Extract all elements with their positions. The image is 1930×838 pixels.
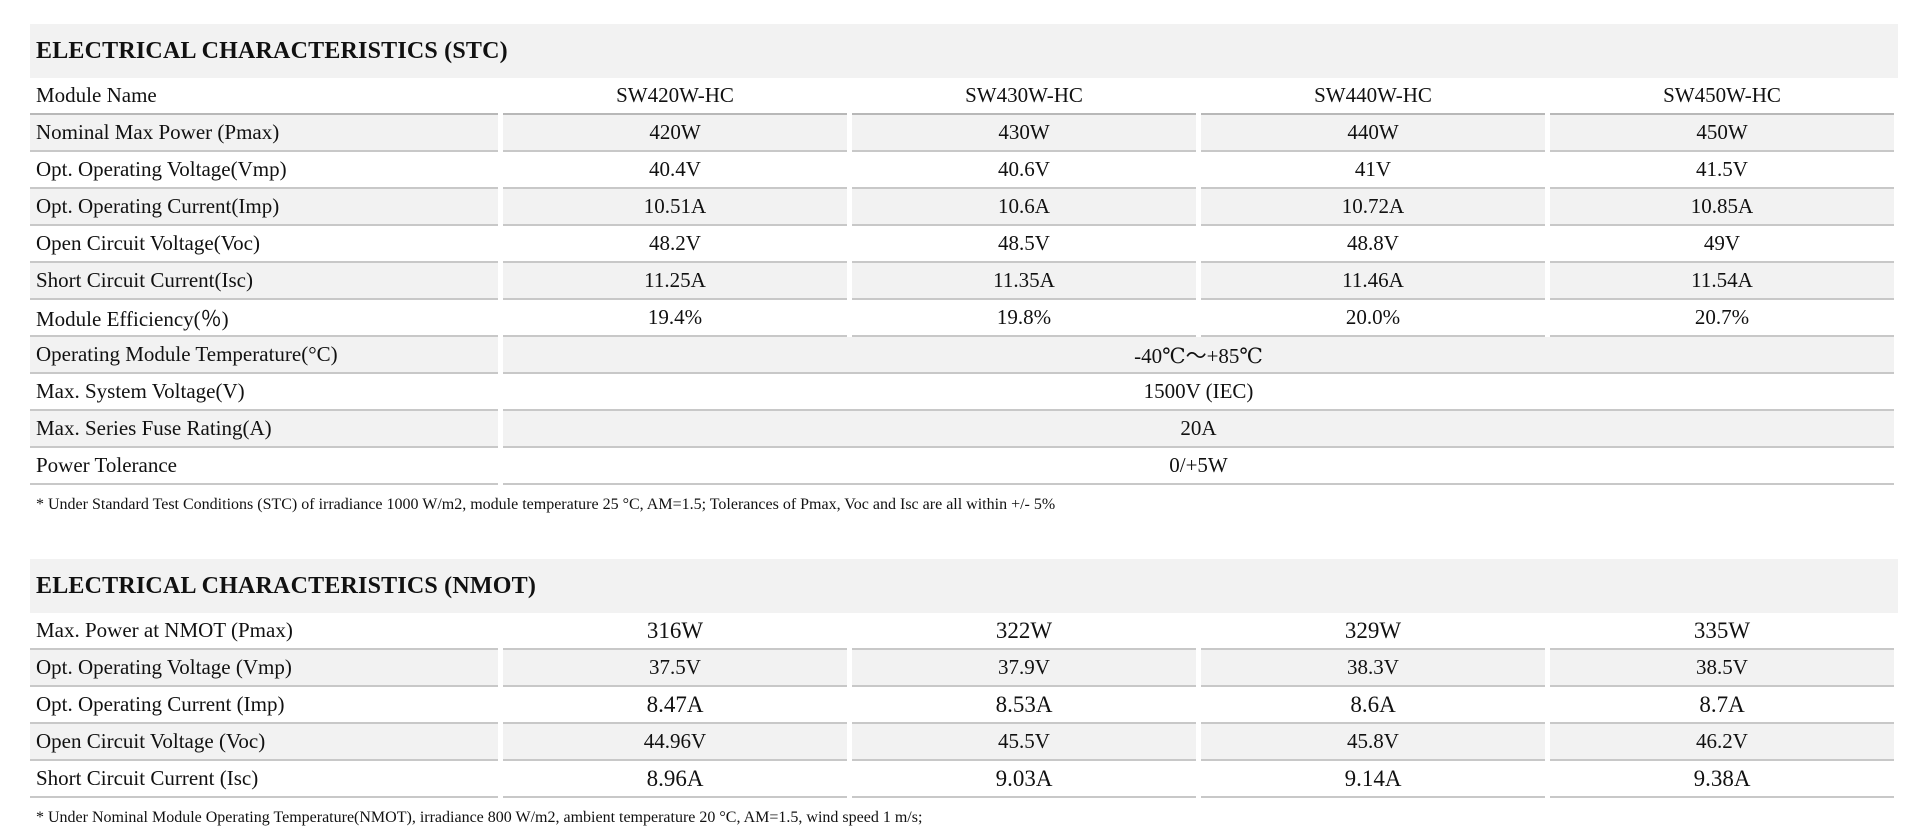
table-cell: 335W (1550, 613, 1894, 650)
table-row: Opt. Operating Voltage (Vmp) 37.5V 37.9V… (30, 650, 1898, 687)
table-row: Nominal Max Power (Pmax) 420W 430W 440W … (30, 115, 1898, 152)
table-cell: 329W (1201, 613, 1545, 650)
table-cell: 8.7A (1550, 687, 1894, 724)
row-label: Module Efficiency(％) (30, 300, 498, 337)
table-cell: 48.8V (1201, 226, 1545, 263)
table-cell: 41.5V (1550, 152, 1894, 189)
table-cell: 10.85A (1550, 189, 1894, 226)
table-row: Opt. Operating Current(Imp) 10.51A 10.6A… (30, 189, 1898, 226)
table-cell: 40.4V (503, 152, 847, 189)
table-cell: 9.38A (1550, 761, 1894, 798)
table-cell: 11.46A (1201, 263, 1545, 300)
spanned-cell: 1500V (IEC) (503, 374, 1894, 411)
table-row: Short Circuit Current (Isc) 8.96A 9.03A … (30, 761, 1898, 798)
row-label: Nominal Max Power (Pmax) (30, 115, 498, 152)
row-label: Max. Series Fuse Rating(A) (30, 411, 498, 448)
table-cell: 9.14A (1201, 761, 1545, 798)
row-label: Opt. Operating Voltage (Vmp) (30, 650, 498, 687)
table-cell: 316W (503, 613, 847, 650)
table-row: Open Circuit Voltage(Voc) 48.2V 48.5V 48… (30, 226, 1898, 263)
table-row: Power Tolerance 0/+5W (30, 448, 1898, 485)
table-cell: 10.51A (503, 189, 847, 226)
table-cell: 20.7% (1550, 300, 1894, 337)
row-label: Opt. Operating Current(Imp) (30, 189, 498, 226)
table-cell: 46.2V (1550, 724, 1894, 761)
table-cell: 19.8% (852, 300, 1196, 337)
table-cell: 9.03A (852, 761, 1196, 798)
table-cell: 440W (1201, 115, 1545, 152)
row-label: Power Tolerance (30, 448, 498, 485)
table-cell: 45.5V (852, 724, 1196, 761)
table-cell: 48.2V (503, 226, 847, 263)
nmot-footnote: * Under Nominal Module Operating Tempera… (36, 809, 923, 826)
model-name: SW440W-HC (1201, 78, 1545, 115)
row-label: Module Name (30, 78, 498, 115)
table-row: Opt. Operating Current (Imp) 8.47A 8.53A… (30, 687, 1898, 724)
model-name: SW420W-HC (503, 78, 847, 115)
spanned-cell: 0/+5W (503, 448, 1894, 485)
table-cell: 20.0% (1201, 300, 1545, 337)
table-cell: 420W (503, 115, 847, 152)
table-cell: 37.9V (852, 650, 1196, 687)
nmot-title: ELECTRICAL CHARACTERISTICS (NMOT) (30, 559, 1898, 613)
table-row: Module Efficiency(％) 19.4% 19.8% 20.0% 2… (30, 300, 1898, 337)
table-cell: 8.96A (503, 761, 847, 798)
table-cell: 450W (1550, 115, 1894, 152)
row-label: Open Circuit Voltage(Voc) (30, 226, 498, 263)
table-cell: 40.6V (852, 152, 1196, 189)
stc-section: ELECTRICAL CHARACTERISTICS (STC) Module … (30, 24, 1898, 525)
table-cell: 48.5V (852, 226, 1196, 263)
table-cell: 45.8V (1201, 724, 1545, 761)
table-cell: 322W (852, 613, 1196, 650)
row-label: Opt. Operating Voltage(Vmp) (30, 152, 498, 189)
table-row: Max. System Voltage(V) 1500V (IEC) (30, 374, 1898, 411)
table-cell: 11.25A (503, 263, 847, 300)
table-cell: 11.35A (852, 263, 1196, 300)
table-cell: 44.96V (503, 724, 847, 761)
table-cell: 430W (852, 115, 1196, 152)
model-name: SW450W-HC (1550, 78, 1894, 115)
row-label: Operating Module Temperature(°C) (30, 337, 498, 374)
table-cell: 10.72A (1201, 189, 1545, 226)
stc-footnote: * Under Standard Test Conditions (STC) o… (36, 496, 1056, 513)
stc-title: ELECTRICAL CHARACTERISTICS (STC) (30, 24, 1898, 78)
nmot-section: ELECTRICAL CHARACTERISTICS (NMOT) Max. P… (30, 559, 1898, 838)
table-cell: 11.54A (1550, 263, 1894, 300)
module-name-row: Module Name SW420W-HC SW430W-HC SW440W-H… (30, 78, 1898, 115)
table-cell: 8.53A (852, 687, 1196, 724)
table-cell: 19.4% (503, 300, 847, 337)
row-label: Max. System Voltage(V) (30, 374, 498, 411)
table-row: Short Circuit Current(Isc) 11.25A 11.35A… (30, 263, 1898, 300)
model-name: SW430W-HC (852, 78, 1196, 115)
table-row: Opt. Operating Voltage(Vmp) 40.4V 40.6V … (30, 152, 1898, 189)
table-row: Max. Series Fuse Rating(A) 20A (30, 411, 1898, 448)
table-cell: 38.5V (1550, 650, 1894, 687)
table-row: Open Circuit Voltage (Voc) 44.96V 45.5V … (30, 724, 1898, 761)
table-cell: 41V (1201, 152, 1545, 189)
table-cell: 49V (1550, 226, 1894, 263)
row-label: Short Circuit Current (Isc) (30, 761, 498, 798)
table-cell: 38.3V (1201, 650, 1545, 687)
table-row: Max. Power at NMOT (Pmax) 316W 322W 329W… (30, 613, 1898, 650)
row-label: Max. Power at NMOT (Pmax) (30, 613, 498, 650)
row-label: Opt. Operating Current (Imp) (30, 687, 498, 724)
table-cell: 10.6A (852, 189, 1196, 226)
spanned-cell: 20A (503, 411, 1894, 448)
spanned-cell: -40℃～+85℃ (503, 337, 1894, 374)
row-label: Short Circuit Current(Isc) (30, 263, 498, 300)
table-cell: 37.5V (503, 650, 847, 687)
table-cell: 8.47A (503, 687, 847, 724)
table-row: Operating Module Temperature(°C) -40℃～+8… (30, 337, 1898, 374)
row-label: Open Circuit Voltage (Voc) (30, 724, 498, 761)
table-cell: 8.6A (1201, 687, 1545, 724)
